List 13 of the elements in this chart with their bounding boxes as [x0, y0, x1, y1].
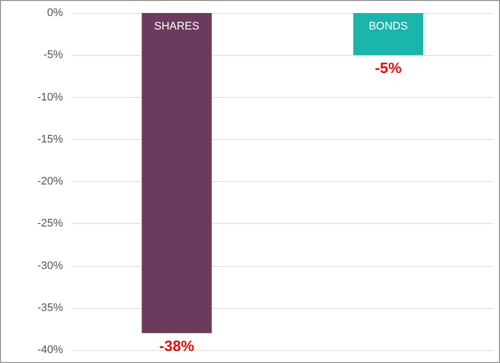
x-tick-label: SHARES	[154, 20, 200, 32]
data-label: -5%	[374, 60, 402, 78]
y-tick-label: -35%	[37, 302, 64, 314]
y-tick-label: -20%	[37, 176, 64, 188]
y-tick-label: 0%	[47, 7, 64, 19]
y-tick-label: -40%	[37, 344, 64, 356]
x-tick-label: BONDS	[368, 20, 408, 32]
y-tick-label: -25%	[37, 218, 64, 230]
y-tick-label: -30%	[37, 260, 64, 272]
y-tick-label: -10%	[37, 91, 64, 104]
y-tick-label: -5%	[43, 49, 64, 62]
data-label: -38%	[159, 338, 194, 356]
y-tick-label: -15%	[37, 133, 64, 146]
